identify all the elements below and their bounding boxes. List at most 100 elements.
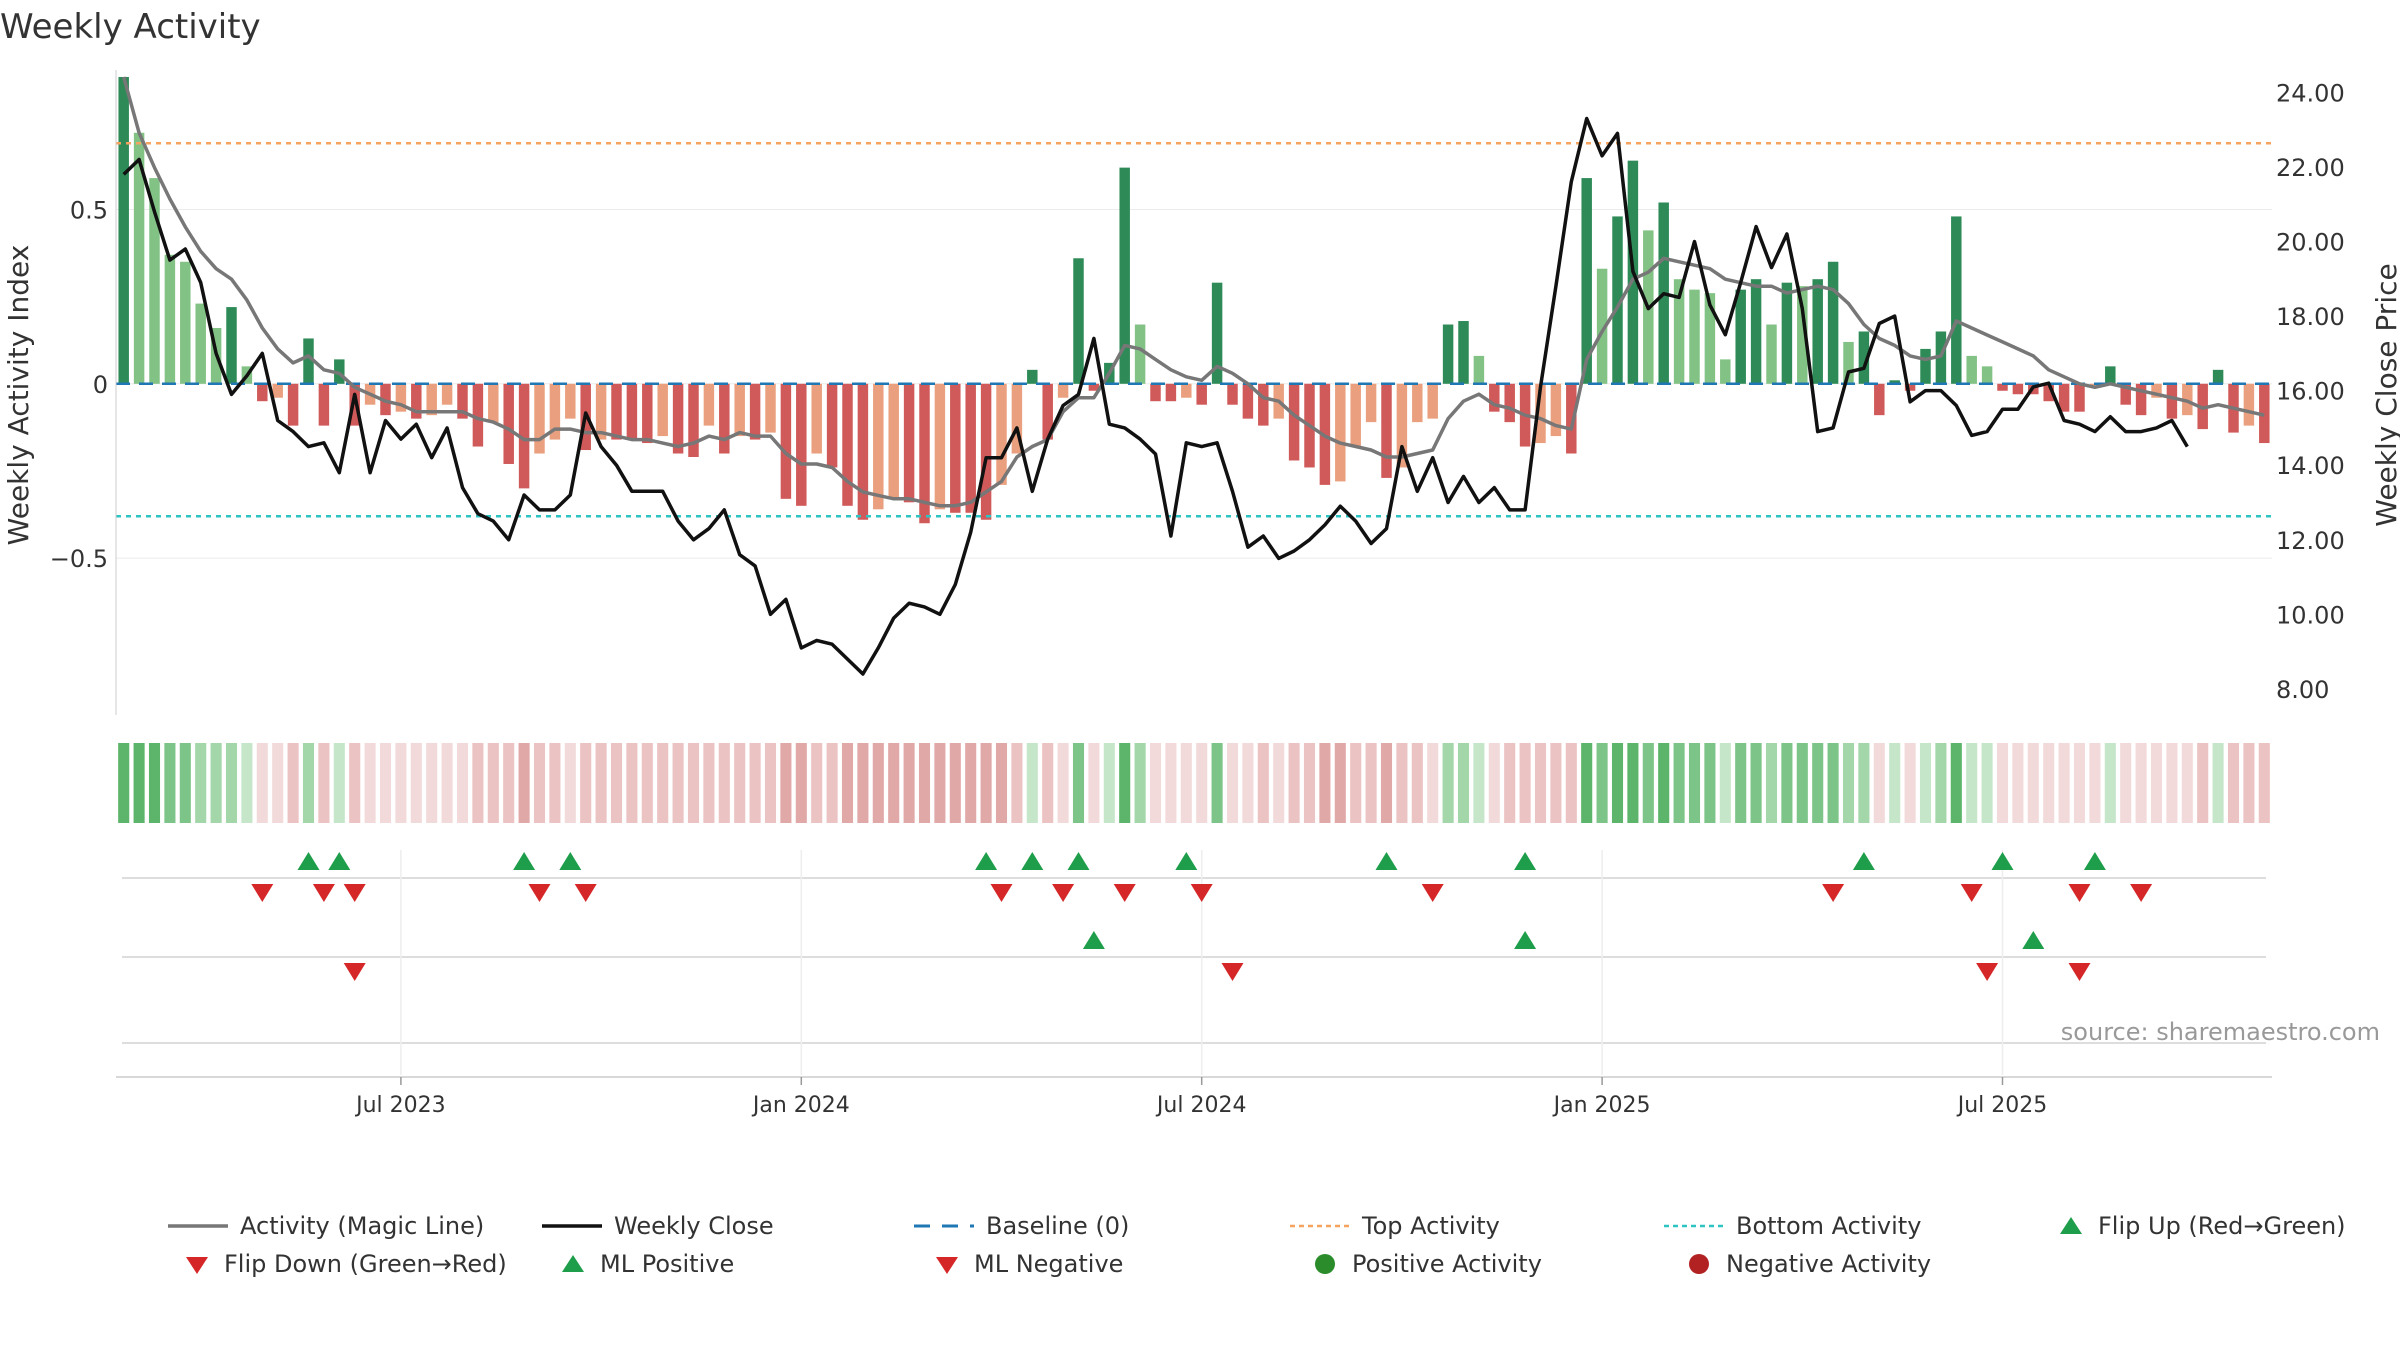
flip-up-marker (2083, 852, 2106, 870)
activity-bar (195, 303, 206, 384)
activity-bar (1119, 167, 1130, 384)
activity-bar (272, 383, 283, 398)
activity-bar (226, 307, 237, 384)
heat-strip-cell (1011, 743, 1023, 823)
activity-bar (180, 261, 191, 384)
heat-strip-cell (456, 743, 469, 823)
heat-strip-cell (195, 743, 207, 823)
activity-bar (503, 383, 514, 464)
legend-label: Baseline (0) (986, 1212, 1130, 1240)
activity-bar (996, 383, 1007, 485)
legend-item-baseline: Baseline (0) (914, 1212, 1129, 1240)
flip-down-marker (312, 884, 335, 902)
legend-swatch-magic-icon (168, 1224, 228, 1228)
chart-title: Weekly Activity (0, 7, 261, 47)
legend-swatch-posact-icon (1315, 1254, 1335, 1274)
legend-item-flipdown: Flip Down (Green→Red) (182, 1250, 507, 1278)
activity-bar (811, 383, 822, 454)
heat-strip-cell (857, 743, 869, 823)
activity-bar (1889, 380, 1900, 384)
activity-bar (1042, 383, 1053, 440)
heat-strip-cell (718, 743, 730, 823)
activity-bar (1196, 383, 1207, 405)
weekly-close-series (122, 116, 2189, 676)
activity-bar (1612, 216, 1623, 384)
legend-label: Bottom Activity (1736, 1212, 1922, 1240)
heat-strip-cell (518, 743, 530, 823)
flip-down-marker (1190, 884, 1213, 902)
heat-strip-cell (1596, 743, 1608, 823)
activity-bar (1920, 348, 1931, 384)
heat-strip-cell (2166, 743, 2178, 823)
heat-strip-cell (841, 743, 854, 823)
heat-strip-cell (241, 743, 253, 823)
activity-bar (411, 383, 422, 419)
heat-strip-cell (564, 743, 576, 823)
reference-lines (116, 141, 2272, 518)
heat-strip-cell (641, 743, 653, 823)
heat-strip-cell (2058, 743, 2070, 823)
legend-swatch-top-icon (1290, 1224, 1350, 1228)
heat-strip-cell (1966, 743, 1978, 823)
activity-bar (349, 383, 360, 426)
heat-strip-cell (626, 743, 638, 823)
flip-up-marker (1021, 852, 1044, 870)
activity-bar (1227, 383, 1238, 405)
y2-tick-label: 16.00 (2276, 378, 2345, 406)
flip-up-marker (1375, 852, 1398, 870)
activity-bar (2212, 369, 2224, 384)
activity-bar (642, 383, 653, 444)
heat-strip-cell (2197, 743, 2209, 823)
legend-item-posact: Positive Activity (1310, 1250, 1542, 1278)
heat-strip-cell (1396, 743, 1408, 823)
heat-strip-cell (287, 743, 299, 823)
activity-bar (1350, 383, 1361, 447)
heat-strip-cell (1457, 743, 1470, 823)
heat-strip-cell (133, 743, 145, 823)
flip-down-marker (251, 884, 274, 902)
flip-up-marker (1175, 852, 1198, 870)
legend-label: ML Negative (974, 1250, 1124, 1278)
legend-swatch-close-icon (542, 1224, 602, 1228)
activity-bar (1288, 383, 1300, 461)
flip-up-marker (559, 852, 582, 870)
heat-strip-cell (1211, 743, 1223, 823)
activity-bar (2058, 383, 2070, 412)
legend-swatch-baseline-icon (914, 1224, 974, 1228)
activity-bar (1258, 383, 1269, 426)
flip-down-marker (2068, 884, 2091, 902)
heat-strip-cell (1827, 743, 1839, 823)
heat-strip-cell (734, 743, 746, 823)
heat-strip-cell (1273, 743, 1285, 823)
heat-strip-cell (1858, 743, 1870, 823)
heat-strip-cell (595, 743, 607, 823)
heat-strip-cell (1688, 743, 1701, 823)
heat-strip-cell (1842, 743, 1855, 823)
heat-strip-cell (379, 743, 392, 823)
y2-tick-label: 8.00 (2276, 676, 2329, 704)
activity-bar (1766, 324, 1777, 384)
activity-bar (164, 254, 176, 384)
flip-down-marker (1113, 884, 1136, 902)
heat-strip-cell (118, 743, 130, 823)
heat-strip-cell (610, 743, 623, 823)
activity-bar (1504, 383, 1515, 423)
legend-label: Flip Down (Green→Red) (224, 1250, 507, 1278)
legend-item-top: Top Activity (1290, 1212, 1500, 1240)
heat-strip-cell (333, 743, 345, 823)
heat-strip-cell (703, 743, 715, 823)
y2-tick-label: 12.00 (2276, 527, 2345, 555)
activity-bar (1165, 383, 1177, 402)
heat-strip-cell (980, 743, 992, 823)
legend-swatch-flipdown-icon (186, 1257, 208, 1274)
legend-swatch-flipup-icon (2060, 1217, 2082, 1234)
activity-bar (980, 383, 992, 520)
heat-strip-cell (2104, 743, 2116, 823)
flip-down-marker (1421, 884, 1444, 902)
legend-item-close: Weekly Close (542, 1212, 774, 1240)
heat-strip-cell (210, 743, 222, 823)
activity-heat-strip (118, 743, 2270, 823)
x-tick-label: Jan 2024 (751, 1093, 850, 1118)
activity-bar (318, 383, 330, 426)
activity-bar (1242, 383, 1254, 419)
